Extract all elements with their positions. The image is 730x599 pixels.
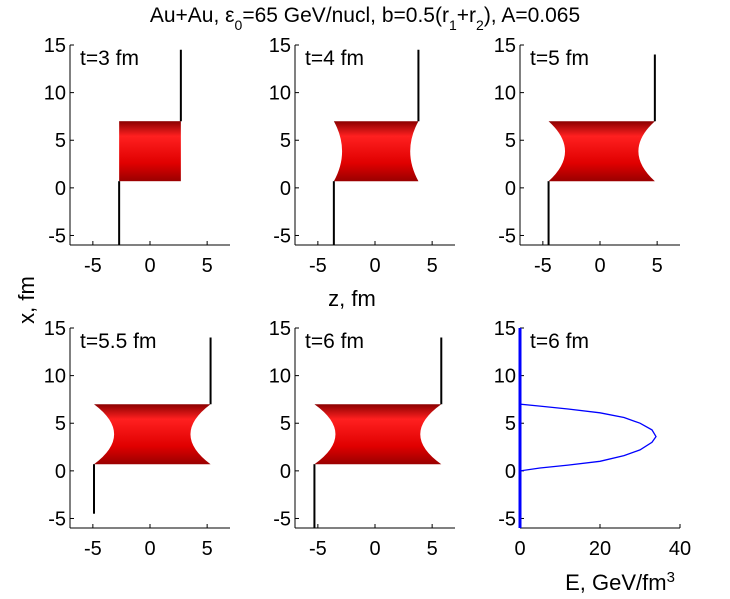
y-tick-label: -5	[48, 225, 66, 247]
matter-region	[119, 121, 181, 182]
x-tick-label: 0	[369, 538, 380, 560]
y-tick-label: 15	[269, 35, 291, 57]
x-tick-label: 5	[427, 538, 438, 560]
y-tick-label: 10	[494, 366, 516, 388]
x-tick-label: -5	[309, 538, 327, 560]
x-tick-label: 5	[652, 255, 663, 277]
x-tick-label: 5	[202, 255, 213, 277]
y-tick-label: 5	[55, 413, 66, 435]
y-tick-label: 15	[44, 35, 66, 57]
panel-2: -5 0 5 -5 0 5 10 15 t=4 fm	[269, 35, 455, 277]
panel-label: t=3 fm	[80, 47, 139, 70]
y-axis-label: x, fm	[14, 276, 39, 324]
y-tick-label: 15	[269, 318, 291, 340]
panel-label: t=4 fm	[305, 47, 364, 70]
panel-4: -5 0 5 -5 0 5 10 15 t=5.5 fm	[44, 318, 230, 560]
x-tick-label: 5	[427, 255, 438, 277]
y-tick-label: 5	[280, 413, 291, 435]
y-tick-label: 0	[280, 461, 291, 483]
y-tick-label: -5	[498, 508, 516, 530]
panel-label: t=6 fm	[305, 330, 364, 353]
energy-profile-curve	[519, 328, 657, 528]
panel-1: -5 0 5 -5 0 5 10 15 t=3 fm	[44, 35, 230, 277]
x-tick-label: 0	[369, 255, 380, 277]
y-tick-label: 5	[55, 130, 66, 152]
panel-3: -5 0 5 -5 0 5 10 15 t=5 fm	[494, 35, 680, 277]
panel-label: t=5 fm	[530, 47, 589, 70]
panels: -5 0 5 -5 0 5 10 15 t=3 fm -5 0 5 -5 0 5 10 15 t=4 fm -5 0 5…	[44, 35, 691, 560]
x-tick-label: 5	[202, 538, 213, 560]
y-tick-label: 0	[505, 461, 516, 483]
y-tick-label: 15	[494, 318, 516, 340]
x-tick-label: -5	[84, 538, 102, 560]
panel-6: 0 20 40 -5 0 5 10 15 t=6 fm	[494, 318, 691, 560]
panel-label: t=5.5 fm	[80, 330, 156, 353]
x-tick-label: 0	[144, 538, 155, 560]
y-tick-label: -5	[498, 225, 516, 247]
x-axis-label: z, fm	[328, 286, 376, 311]
y-tick-label: 10	[269, 366, 291, 388]
y-tick-label: 0	[55, 461, 66, 483]
y-tick-label: 5	[505, 413, 516, 435]
chart-title: Au+Au, ε0=65 GeV/nucl, b=0.5(r1+r2), A=0…	[150, 4, 580, 33]
matter-region	[94, 404, 211, 465]
y-tick-label: 10	[44, 83, 66, 105]
x-tick-label: -5	[534, 255, 552, 277]
y-tick-label: -5	[273, 225, 291, 247]
y-tick-label: -5	[273, 508, 291, 530]
y-tick-label: 0	[280, 178, 291, 200]
x-tick-label: 40	[669, 538, 691, 560]
y-tick-label: -5	[48, 508, 66, 530]
panel-label: t=6 fm	[530, 330, 589, 353]
y-tick-label: 10	[269, 83, 291, 105]
matter-region	[333, 121, 419, 182]
x-tick-label: 20	[589, 538, 611, 560]
y-tick-label: 15	[494, 35, 516, 57]
y-tick-label: 5	[280, 130, 291, 152]
y-tick-label: 10	[494, 83, 516, 105]
y-tick-label: 10	[44, 366, 66, 388]
x-tick-label: 0	[594, 255, 605, 277]
panel-5: -5 0 5 -5 0 5 10 15 t=6 fm	[269, 318, 455, 560]
matter-region	[548, 121, 655, 182]
x-tick-label: 0	[514, 538, 525, 560]
y-tick-label: 5	[505, 130, 516, 152]
energy-axis-label: E, GeV/fm3	[565, 569, 675, 596]
y-tick-label: 0	[505, 178, 516, 200]
x-tick-label: 0	[144, 255, 155, 277]
x-tick-label: -5	[309, 255, 327, 277]
x-tick-label: -5	[84, 255, 102, 277]
matter-region	[314, 404, 442, 465]
y-tick-label: 0	[55, 178, 66, 200]
y-tick-label: 15	[44, 318, 66, 340]
